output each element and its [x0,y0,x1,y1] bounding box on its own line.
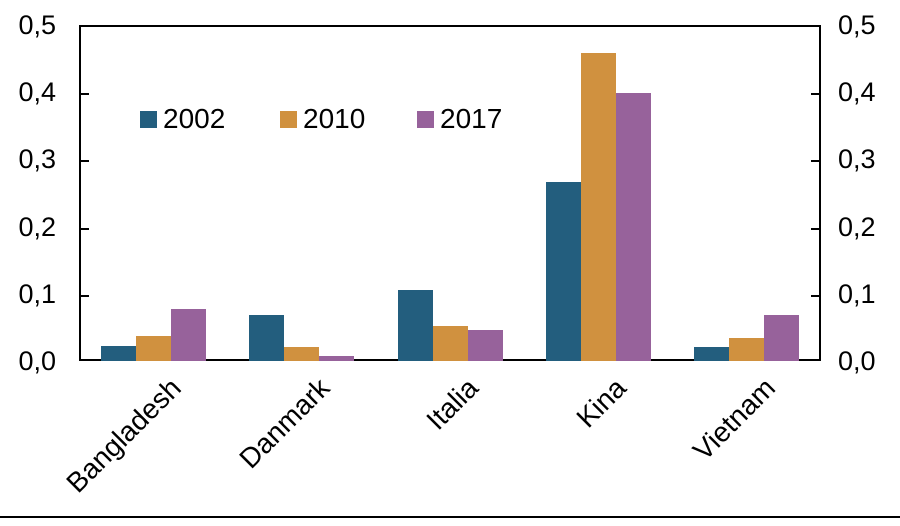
y-axis-label-right: 0,1 [838,279,876,309]
bar-kina-2010 [581,53,616,361]
plot-area [79,25,821,361]
legend-swatch-icon [280,110,297,128]
bottom-divider-line [0,516,900,518]
x-axis-label-vietnam: Vietnam [686,372,781,467]
bar-italia-2010 [433,326,468,361]
bar-italia-2017 [468,330,503,361]
y-axis-label-left: 0,4 [18,77,56,107]
legend-swatch-icon [140,110,157,128]
legend-item-2017: 2017 [417,103,502,135]
y-axis-label-right: 0,4 [838,77,876,107]
x-axis-label-kina: Kina [570,372,633,434]
bar-vietnam-2010 [729,338,764,361]
bar-vietnam-2002 [694,347,729,361]
y-tick-right [811,295,819,297]
legend-label: 2017 [440,103,503,134]
bar-kina-2017 [616,93,651,361]
bar-danmark-2010 [284,347,319,361]
legend-label: 2010 [303,103,366,134]
y-tick-left [81,160,89,162]
y-axis-label-left: 0,1 [18,279,56,309]
bar-danmark-2002 [249,315,284,361]
bar-bangladesh-2010 [136,336,171,361]
x-axis-label-bangladesh: Bangladesh [60,372,188,499]
x-axis-label-danmark: Danmark [233,372,336,475]
legend-label: 2002 [163,103,226,134]
y-axis-right: 0,0 0,1 0,2 0,3 0,4 0,5 [838,0,900,526]
bars-layer [79,25,821,361]
y-axis-label-left: 0,3 [18,144,56,174]
y-axis-label-left: 0,2 [18,212,56,242]
y-axis-label-left: 0,0 [18,346,56,376]
bar-bangladesh-2002 [101,346,136,361]
bar-bangladesh-2017 [171,309,206,361]
y-tick-right [811,93,819,95]
legend-item-2002: 2002 [140,103,225,135]
y-tick-right [811,160,819,162]
y-tick-left [81,93,89,95]
bar-vietnam-2017 [764,315,799,361]
bar-kina-2002 [546,182,581,361]
y-axis-left: 0,0 0,1 0,2 0,3 0,4 0,5 [0,0,56,526]
y-axis-label-right: 0,5 [838,10,876,40]
y-tick-left [81,228,89,230]
legend-item-2010: 2010 [280,103,365,135]
bar-danmark-2017 [319,356,354,361]
y-axis-label-left: 0,5 [18,10,56,40]
y-tick-left [81,295,89,297]
y-axis-label-right: 0,3 [838,144,876,174]
legend-swatch-icon [417,110,434,128]
y-tick-right [811,228,819,230]
y-axis-label-right: 0,0 [838,346,876,376]
x-axis-label-italia: Italia [420,372,484,436]
y-axis-label-right: 0,2 [838,212,876,242]
bar-italia-2002 [398,290,433,361]
